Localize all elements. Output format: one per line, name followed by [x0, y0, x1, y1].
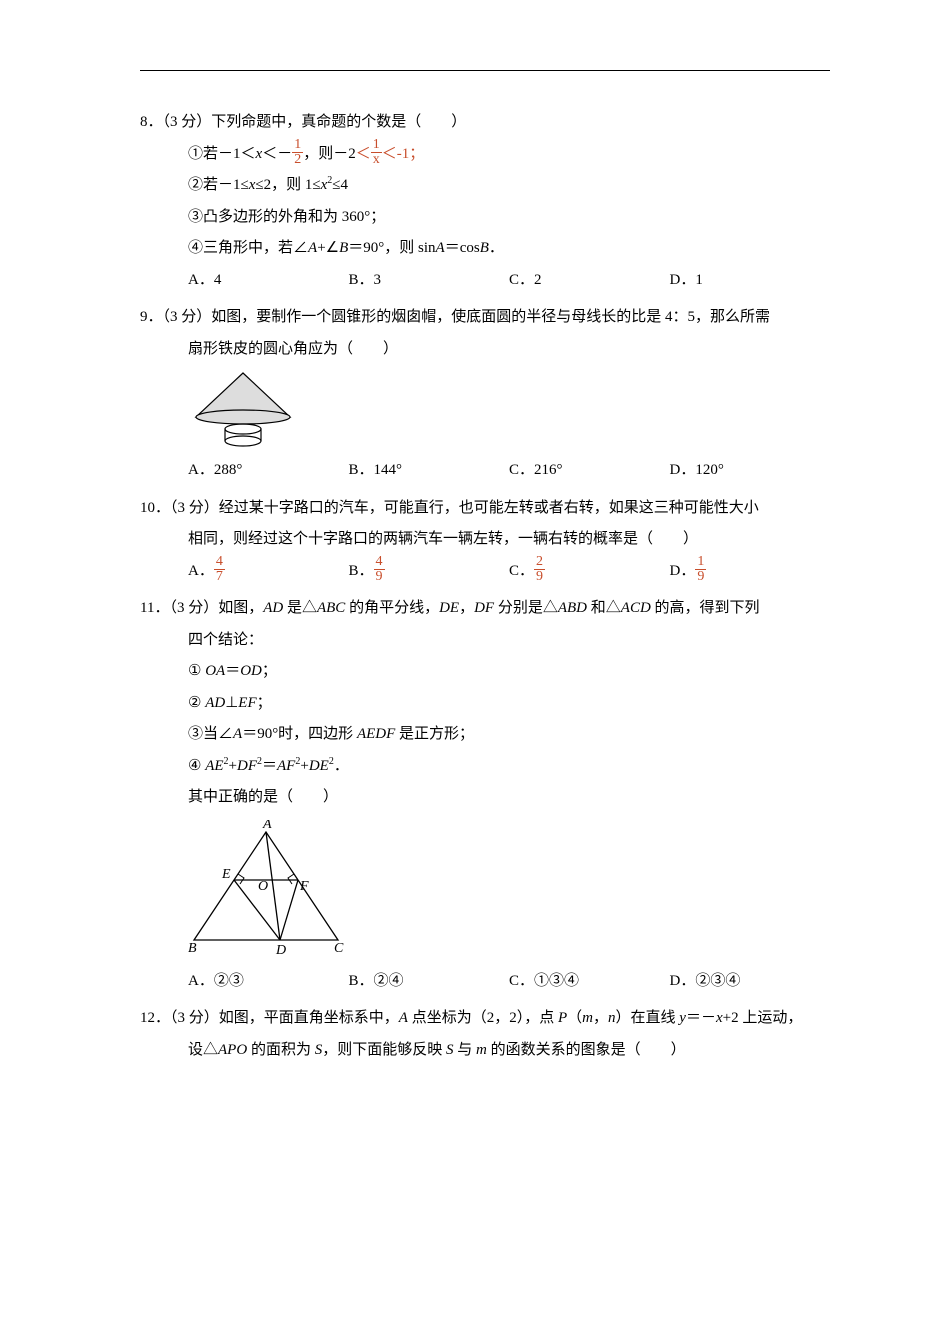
frac-num: 1: [292, 138, 303, 153]
frac-1x: 1x: [371, 138, 382, 167]
frac-half: 12: [292, 138, 303, 167]
q11-s4: ④ AE2+DF2＝AF2+DE2．: [140, 751, 830, 783]
q12: 12．（3 分）如图，平面直角坐标系中，A 点坐标为（2，2），点 P（m，n）…: [140, 1003, 830, 1066]
lbl-D: D: [275, 943, 286, 958]
lbl-F: F: [299, 879, 309, 894]
q8-opts: A．4 B．3 C．2 D．1: [140, 265, 830, 297]
header-rule: [140, 70, 830, 71]
q11-s3: ③当∠A＝90°时，四边形 AEDF 是正方形；: [140, 719, 830, 751]
q8: 8．（3 分）下列命题中，真命题的个数是（ ） ①若－1＜x＜－12，则－2＜1…: [140, 107, 830, 296]
lbl-O: O: [258, 879, 268, 894]
n: 2: [534, 555, 545, 570]
q9-B[interactable]: B．144°: [349, 455, 510, 487]
q10-A-label: A．: [188, 563, 214, 579]
lbl-E: E: [221, 867, 231, 882]
q9-C[interactable]: C．216°: [509, 455, 670, 487]
q11: 11．（3 分）如图，AD 是△ABC 的角平分线，DE，DF 分别是△ABD …: [140, 593, 830, 997]
q11-l2: 四个结论：: [140, 625, 830, 657]
q9-A[interactable]: A．288°: [188, 455, 349, 487]
q11-opts: A．②③ B．②④ C．①③④ D．②③④: [140, 966, 830, 998]
q8-s1-c: ，则－2: [303, 146, 356, 162]
lbl-B: B: [188, 941, 197, 956]
q9-D[interactable]: D．120°: [670, 455, 831, 487]
q10-C[interactable]: C．29: [509, 556, 670, 588]
q9: 9．（3 分）如图，要制作一个圆锥形的烟囱帽，使底面圆的半径与母线长的比是 4：…: [140, 302, 830, 487]
q8-s1-d: -1；: [397, 146, 425, 162]
q12-l1: 12．（3 分）如图，平面直角坐标系中，A 点坐标为（2，2），点 P（m，n）…: [140, 1003, 830, 1035]
lt2: ＜: [382, 146, 397, 162]
q10: 10．（3 分）经过某十字路口的汽车，可能直行，也可能左转或者右转，如果这三种可…: [140, 493, 830, 588]
q10-l2: 相同，则经过这个十字路口的两辆汽车一辆左转，一辆右转的概率是（ ）: [140, 524, 830, 556]
lt1: ＜: [356, 146, 371, 162]
q8-s4: ④三角形中，若∠A+∠B＝90°，则 sinA＝cosB．: [140, 233, 830, 265]
q11-B[interactable]: B．②④: [349, 966, 510, 998]
lbl-C: C: [334, 941, 344, 956]
q11-s5: 其中正确的是（ ）: [140, 782, 830, 814]
q10-l1: 10．（3 分）经过某十字路口的汽车，可能直行，也可能左转或者右转，如果这三种可…: [140, 493, 830, 525]
q10-fB: 49: [374, 555, 385, 584]
q11-l1: 11．（3 分）如图，AD 是△ABC 的角平分线，DE，DF 分别是△ABD …: [140, 593, 830, 625]
q11-D[interactable]: D．②③④: [670, 966, 831, 998]
q9-opts: A．288° B．144° C．216° D．120°: [140, 455, 830, 487]
q10-B-label: B．: [349, 563, 374, 579]
lbl-A: A: [262, 820, 272, 832]
q8-C[interactable]: C．2: [509, 265, 670, 297]
q8-s1-b: ＜－: [262, 146, 292, 162]
d: 9: [374, 570, 385, 584]
frac-den: x: [371, 153, 382, 167]
q8-D[interactable]: D．1: [670, 265, 831, 297]
q11-C[interactable]: C．①③④: [509, 966, 670, 998]
q9-figure: [140, 371, 830, 449]
q8-s2: ②若－1≤x≤2，则 1≤x2≤4: [140, 170, 830, 202]
q8-stem: 8．（3 分）下列命题中，真命题的个数是（ ）: [140, 107, 830, 139]
q10-B[interactable]: B．49: [349, 556, 510, 588]
q10-opts: A．47 B．49 C．29 D．19: [140, 556, 830, 588]
q10-fA: 47: [214, 555, 225, 584]
q8-s1: ①若－1＜x＜－12，则－2＜1x＜-1；: [140, 139, 830, 171]
q11-s1: ① OA＝OD；: [140, 656, 830, 688]
q10-A[interactable]: A．47: [188, 556, 349, 588]
n: 1: [695, 555, 706, 570]
q9-l1: 9．（3 分）如图，要制作一个圆锥形的烟囱帽，使底面圆的半径与母线长的比是 4：…: [140, 302, 830, 334]
q10-C-label: C．: [509, 563, 534, 579]
d: 9: [695, 570, 706, 584]
q10-D[interactable]: D．19: [670, 556, 831, 588]
d: 7: [214, 570, 225, 584]
q9-l2: 扇形铁皮的圆心角应为（ ）: [140, 334, 830, 366]
d: 9: [534, 570, 545, 584]
frac-den: 2: [292, 153, 303, 167]
q11-figure: A B C D E F O: [140, 820, 830, 960]
q10-fC: 29: [534, 555, 545, 584]
n: 4: [214, 555, 225, 570]
q11-A[interactable]: A．②③: [188, 966, 349, 998]
q8-s3: ③凸多边形的外角和为 360°；: [140, 202, 830, 234]
q8-A[interactable]: A．4: [188, 265, 349, 297]
frac-num: 1: [371, 138, 382, 153]
n: 4: [374, 555, 385, 570]
q10-fD: 19: [695, 555, 706, 584]
q11-s2: ② AD⊥EF；: [140, 688, 830, 720]
q10-D-label: D．: [670, 563, 696, 579]
q8-s1-a: ①若－1＜: [188, 146, 256, 162]
page: 8．（3 分）下列命题中，真命题的个数是（ ） ①若－1＜x＜－12，则－2＜1…: [0, 0, 950, 1132]
q12-l2: 设△APO 的面积为 S，则下面能够反映 S 与 m 的函数关系的图象是（ ）: [140, 1035, 830, 1067]
q8-B[interactable]: B．3: [349, 265, 510, 297]
